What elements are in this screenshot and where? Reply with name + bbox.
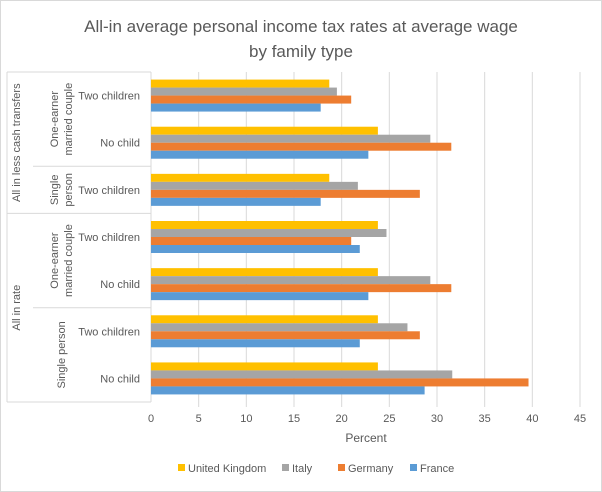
chart-title-line-2: by family type xyxy=(249,42,353,61)
chart-title-line-1: All-in average personal income tax rates… xyxy=(84,17,518,36)
subgroup-label: Single person xyxy=(56,321,68,388)
x-axis-label: Percent xyxy=(345,431,387,445)
category-label: Two children xyxy=(78,185,140,197)
x-tick-label: 0 xyxy=(148,413,154,425)
x-tick-label: 5 xyxy=(196,413,202,425)
subgroup-label: person xyxy=(63,173,75,207)
x-tick-label: 20 xyxy=(336,413,348,425)
legend-swatch xyxy=(178,464,185,471)
bar xyxy=(151,315,378,324)
subgroup-label: Single xyxy=(49,175,61,206)
bar xyxy=(151,229,387,237)
subgroup-label: One-earner xyxy=(49,232,61,289)
category-label: Two children xyxy=(78,232,140,244)
x-tick-label: 40 xyxy=(526,413,538,425)
bar xyxy=(151,189,420,198)
category-labels: Two children No child Two children Two chil… xyxy=(11,83,140,389)
legend-label: United Kingdom xyxy=(188,463,266,475)
subgroup-label: One-earner xyxy=(49,91,61,148)
bars xyxy=(151,79,529,395)
bar xyxy=(151,276,431,285)
bar xyxy=(151,142,452,151)
bar xyxy=(151,126,378,135)
chart-title: All-in average personal income tax rates… xyxy=(0,14,602,64)
legend-label: Italy xyxy=(292,463,313,475)
bar xyxy=(151,292,369,301)
group-label: All in less cash transfers xyxy=(11,83,23,202)
subgroup-label: married couple xyxy=(63,83,75,156)
bar xyxy=(151,150,369,159)
bar xyxy=(151,173,330,182)
bar xyxy=(151,87,337,96)
legend-swatch xyxy=(410,464,417,471)
bar xyxy=(151,237,352,245)
bar xyxy=(151,221,378,229)
legend-swatch xyxy=(338,464,345,471)
legend-label: Germany xyxy=(348,463,394,475)
bar xyxy=(151,245,360,253)
subgroup-label: married couple xyxy=(63,224,75,297)
category-label: No child xyxy=(100,373,140,385)
x-tick-label: 15 xyxy=(288,413,300,425)
category-label: Two children xyxy=(78,326,140,338)
bar xyxy=(151,370,453,379)
category-label: No child xyxy=(100,279,140,291)
legend-swatch xyxy=(282,464,289,471)
x-tick-labels: 0 5 10 15 20 25 30 35 40 45 xyxy=(148,413,586,425)
bar xyxy=(151,103,321,112)
category-label: Two children xyxy=(78,91,140,103)
x-tick-label: 30 xyxy=(431,413,443,425)
bar xyxy=(151,181,358,190)
legend: United Kingdom Italy Germany France xyxy=(178,463,454,475)
bar xyxy=(151,134,431,143)
bar xyxy=(151,79,330,88)
group-label: All in rate xyxy=(11,285,23,331)
bar xyxy=(151,95,352,104)
bar xyxy=(151,339,360,348)
bar xyxy=(151,386,425,395)
legend-label: France xyxy=(420,463,454,475)
x-tick-label: 45 xyxy=(574,413,586,425)
bar xyxy=(151,284,452,293)
x-tick-label: 10 xyxy=(240,413,252,425)
bar xyxy=(151,323,408,332)
bar xyxy=(151,331,420,340)
bar xyxy=(151,197,321,206)
category-label: No child xyxy=(100,138,140,150)
bar xyxy=(151,378,529,387)
x-tick-label: 35 xyxy=(479,413,491,425)
bar xyxy=(151,362,378,371)
x-tick-label: 25 xyxy=(383,413,395,425)
bar xyxy=(151,268,378,277)
